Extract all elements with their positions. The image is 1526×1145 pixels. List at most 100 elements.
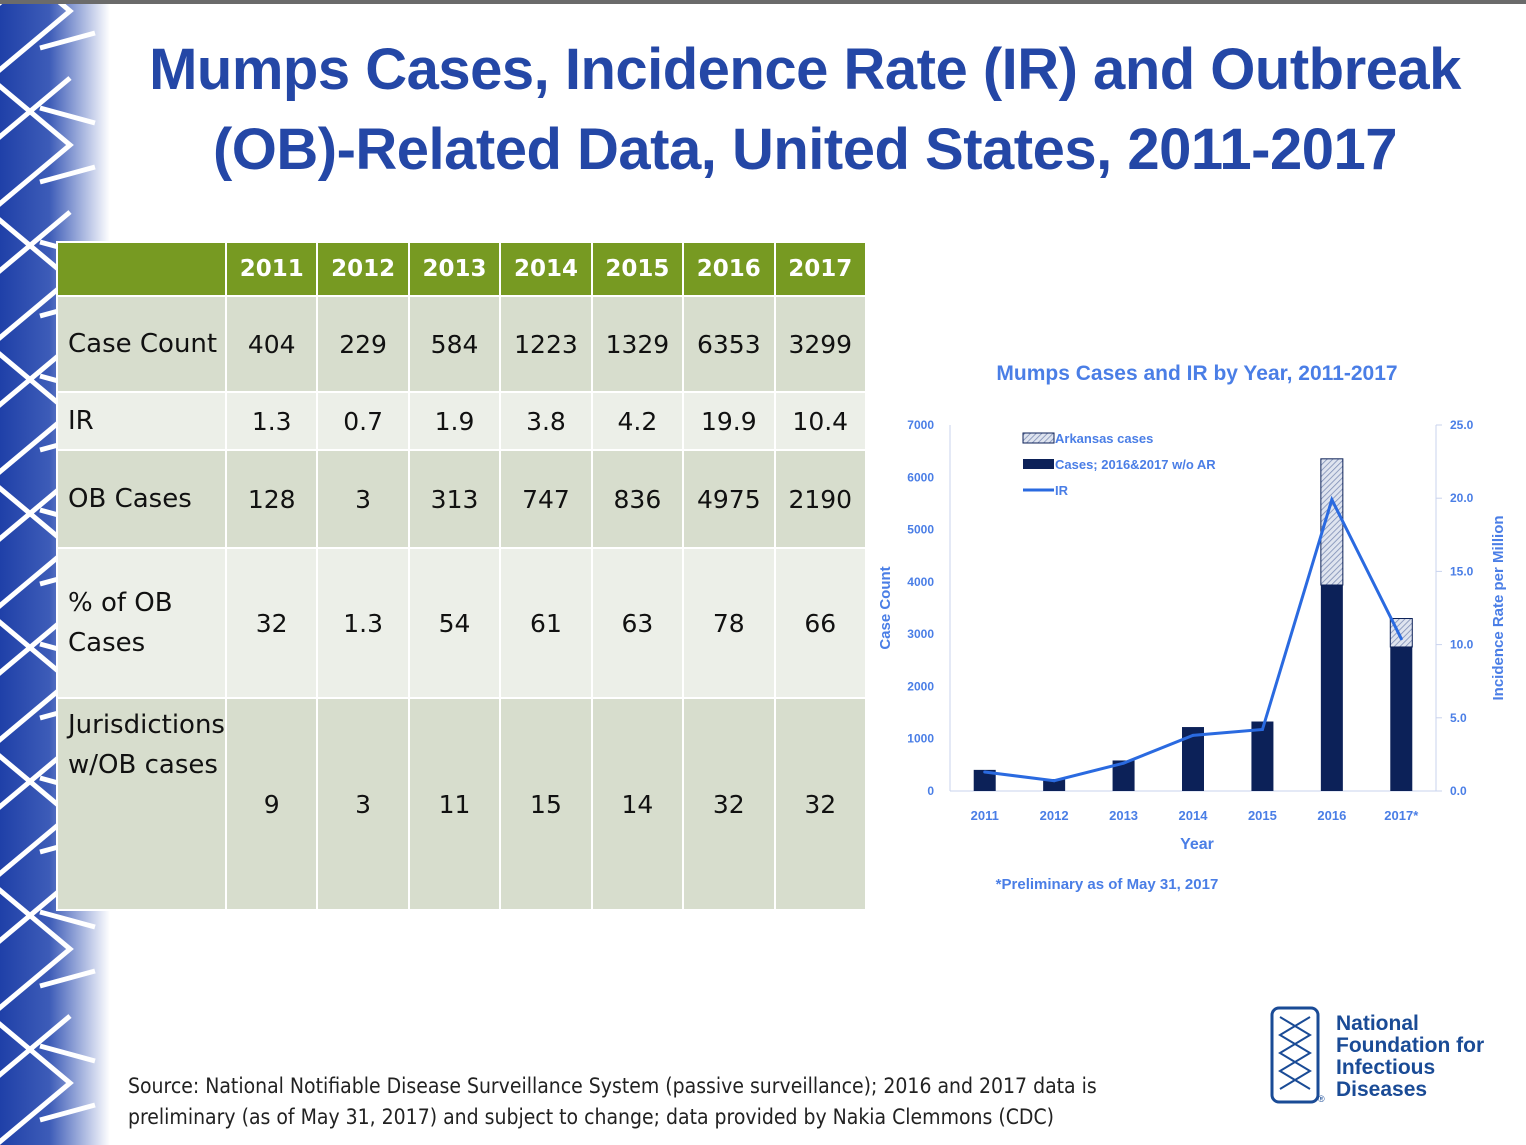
row-label: OB Cases xyxy=(56,449,227,549)
table-cell: 836 xyxy=(590,449,685,549)
table-cell: 78 xyxy=(682,547,776,699)
mumps-data-table: 2011 2012 2013 2014 2015 2016 2017 Case … xyxy=(56,241,868,911)
y2-axis-label: Incidence Rate per Million xyxy=(1490,515,1507,700)
table-cell: 54 xyxy=(407,547,502,699)
footer-line2: preliminary (as of May 31, 2017) and sub… xyxy=(128,1105,1055,1129)
x-tick-label: 2017* xyxy=(1384,808,1419,823)
table-corner-cell xyxy=(56,241,227,297)
x-tick-label: 2014 xyxy=(1179,808,1209,823)
table-cell: 32 xyxy=(224,547,319,699)
table-row-case-count: Case Count 404 229 584 1223 1329 6353 32… xyxy=(56,295,868,393)
table-cell: 313 xyxy=(407,449,502,549)
table-cell: 128 xyxy=(224,449,319,549)
table-cell: 1223 xyxy=(499,295,593,393)
y-tick-label: 2000 xyxy=(907,679,934,693)
y2-tick-label: 20.0 xyxy=(1450,491,1474,505)
col-header-2011: 2011 xyxy=(224,241,319,297)
table-cell: 3.8 xyxy=(499,391,593,451)
table-header-row: 2011 2012 2013 2014 2015 2016 2017 xyxy=(56,241,868,297)
table-cell: 4.2 xyxy=(590,391,685,451)
x-tick-label: 2013 xyxy=(1109,808,1138,823)
legend-label-cases: Cases; 2016&2017 w/o AR xyxy=(1055,457,1216,472)
logo-wordmark: National Foundation for Infectious Disea… xyxy=(1336,1013,1484,1101)
logo-line4: Diseases xyxy=(1336,1078,1428,1101)
col-header-2017: 2017 xyxy=(773,241,868,297)
slide-title-line2: (OB)-Related Data, United States, 2011-2… xyxy=(212,117,1398,182)
table-cell: 11 xyxy=(407,697,502,911)
ir-point-2011 xyxy=(983,770,987,774)
table-cell: 32 xyxy=(682,697,776,911)
y-axis-label: Case Count xyxy=(877,566,894,649)
legend-label-ir: IR xyxy=(1055,483,1069,498)
legend-label-arkansas: Arkansas cases xyxy=(1055,431,1153,446)
ir-point-2017* xyxy=(1399,637,1403,641)
bar-cases-2015 xyxy=(1251,721,1274,791)
table-cell: 19.9 xyxy=(682,391,776,451)
table-cell: 1.9 xyxy=(407,391,502,451)
x-axis-label: Year xyxy=(1180,836,1214,853)
nfid-logo: ® National Foundation for Infectious Dis… xyxy=(1268,1005,1518,1110)
y2-tick-label: 0.0 xyxy=(1450,784,1467,798)
table-cell: 32 xyxy=(773,697,868,911)
y-tick-label: 1000 xyxy=(907,732,934,746)
row-label: % of OB Cases xyxy=(56,547,227,699)
table-row-ir: IR 1.3 0.7 1.9 3.8 4.2 19.9 10.4 xyxy=(56,391,868,451)
table-cell: 584 xyxy=(407,295,502,393)
table-cell: 3 xyxy=(316,449,410,549)
logo-line1: National xyxy=(1336,1012,1419,1035)
col-header-2014: 2014 xyxy=(499,241,593,297)
table-cell: 15 xyxy=(499,697,593,911)
mumps-chart: Mumps Cases and IR by Year, 2011-2017 0 1… xyxy=(870,350,1526,910)
bar-cases-2017* xyxy=(1390,646,1413,791)
top-border xyxy=(0,0,1526,4)
y-tick-label: 6000 xyxy=(907,470,934,484)
logo-line3: Infectious xyxy=(1336,1056,1436,1079)
legend-swatch-arkansas xyxy=(1022,432,1055,444)
ir-point-2013 xyxy=(1122,761,1126,765)
chart-note: *Preliminary as of May 31, 2017 xyxy=(996,876,1219,893)
bar-cases-2013 xyxy=(1112,760,1135,791)
bar-cases-2011 xyxy=(973,769,996,791)
col-header-2013: 2013 xyxy=(407,241,502,297)
table-cell: 1.3 xyxy=(224,391,319,451)
table-cell: 3299 xyxy=(773,295,868,393)
y-tick-label: 4000 xyxy=(907,575,934,589)
table-cell: 3 xyxy=(316,697,410,911)
source-footer: Source: National Notifiable Disease Surv… xyxy=(128,1071,1248,1133)
y-tick-label: 0 xyxy=(927,784,934,798)
table-cell: 6353 xyxy=(682,295,776,393)
y2-tick-label: 5.0 xyxy=(1450,711,1467,725)
table-cell: 747 xyxy=(499,449,593,549)
col-header-2015: 2015 xyxy=(590,241,685,297)
table-cell: 1.3 xyxy=(316,547,410,699)
ir-point-2014 xyxy=(1191,733,1195,737)
bar-cases-2016 xyxy=(1320,584,1343,791)
footer-line1: Source: National Notifiable Disease Surv… xyxy=(128,1074,1097,1098)
table-cell: 14 xyxy=(590,697,685,911)
table-cell: 4975 xyxy=(682,449,776,549)
table-cell: 66 xyxy=(773,547,868,699)
table-row-ob-cases: OB Cases 128 3 313 747 836 4975 2190 xyxy=(56,449,868,549)
x-tick-label: 2015 xyxy=(1248,808,1277,823)
col-header-2012: 2012 xyxy=(316,241,410,297)
ir-point-2012 xyxy=(1052,779,1056,783)
y-tick-label: 7000 xyxy=(907,418,934,432)
chart-legend: Arkansas cases Cases; 2016&2017 w/o AR I… xyxy=(1022,431,1216,498)
table-cell: 63 xyxy=(590,547,685,699)
col-header-2016: 2016 xyxy=(682,241,776,297)
y-tick-label: 5000 xyxy=(907,523,934,537)
slide-title: Mumps Cases, Incidence Rate (IR) and Out… xyxy=(100,30,1510,190)
row-label: Case Count xyxy=(56,295,227,393)
y2-tick-label: 10.0 xyxy=(1450,638,1474,652)
x-tick-label: 2012 xyxy=(1040,808,1069,823)
helix-logo-icon: ® xyxy=(1270,1006,1325,1104)
table-cell: 10.4 xyxy=(773,391,868,451)
x-tick-label: 2011 xyxy=(971,808,999,823)
svg-text:®: ® xyxy=(1318,1094,1325,1104)
x-tick-label: 2016 xyxy=(1317,808,1346,823)
chart-title: Mumps Cases and IR by Year, 2011-2017 xyxy=(996,362,1397,385)
legend-swatch-cases xyxy=(1023,459,1054,469)
y2-tick-label: 25.0 xyxy=(1450,418,1474,432)
bar-cases-2014 xyxy=(1182,727,1204,791)
logo-line2: Foundation for xyxy=(1336,1034,1485,1057)
